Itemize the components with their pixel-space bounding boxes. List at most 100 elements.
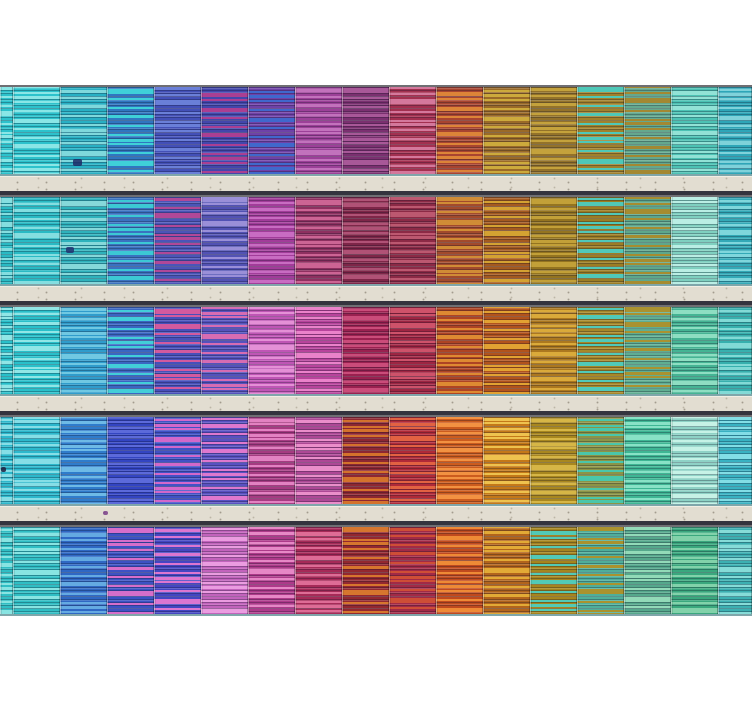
card-divider — [0, 176, 752, 195]
thread-color-segment — [671, 417, 718, 504]
thread-color-segment — [154, 87, 201, 174]
thread-color-segment — [342, 87, 389, 174]
thread-color-segment — [60, 87, 107, 174]
blemish-spot — [103, 511, 108, 515]
thread-color-segment — [671, 307, 718, 394]
blemish-spot — [73, 159, 82, 166]
thread-color-segment — [107, 307, 154, 394]
thread-color-segment — [436, 307, 483, 394]
thread-color-segment — [154, 527, 201, 614]
thread-color-segment — [295, 87, 342, 174]
thread-color-segment — [342, 307, 389, 394]
thread-color-segment — [107, 527, 154, 614]
thread-color-segment — [0, 197, 13, 284]
thread-color-segment — [624, 417, 671, 504]
thread-color-segment — [13, 197, 60, 284]
thread-color-segment — [60, 307, 107, 394]
thread-color-segment — [342, 197, 389, 284]
thread-color-segment — [201, 527, 248, 614]
thread-color-segment — [248, 197, 295, 284]
thread-color-segment — [624, 197, 671, 284]
thread-color-segment — [483, 307, 530, 394]
thread-color-segment — [483, 197, 530, 284]
thread-color-segment — [248, 527, 295, 614]
thread-color-segment — [577, 527, 624, 614]
thread-color-segment — [436, 197, 483, 284]
thread-color-segment — [530, 527, 577, 614]
thread-color-segment — [248, 87, 295, 174]
thread-color-segment — [0, 417, 13, 504]
thread-color-segment — [107, 417, 154, 504]
thread-color-segment — [718, 87, 752, 174]
thread-color-segment — [295, 197, 342, 284]
thread-color-segment — [624, 87, 671, 174]
thread-color-segment — [154, 197, 201, 284]
thread-color-segment — [60, 527, 107, 614]
thread-color-segment — [436, 417, 483, 504]
sample-card-row-2 — [0, 195, 752, 286]
card-divider — [0, 396, 752, 415]
thread-color-segment — [13, 87, 60, 174]
thread-color-segment — [530, 87, 577, 174]
thread-color-segment — [201, 307, 248, 394]
thread-color-segment — [718, 417, 752, 504]
thread-color-segment — [295, 527, 342, 614]
thread-color-segment — [0, 527, 13, 614]
thread-color-segment — [530, 197, 577, 284]
card-divider — [0, 286, 752, 305]
sample-card-row-5 — [0, 525, 752, 616]
thread-color-segment — [483, 87, 530, 174]
thread-color-segment — [107, 197, 154, 284]
thread-color-segment — [483, 417, 530, 504]
thread-color-segment — [389, 197, 436, 284]
thread-color-segment — [154, 417, 201, 504]
thread-color-segment — [671, 87, 718, 174]
thread-color-segment — [201, 197, 248, 284]
thread-color-segment — [577, 307, 624, 394]
sample-card-row-1 — [0, 85, 752, 176]
thread-color-segment — [436, 527, 483, 614]
thread-color-segment — [154, 307, 201, 394]
card-divider — [0, 506, 752, 525]
thread-color-segment — [389, 417, 436, 504]
thread-color-segment — [0, 307, 13, 394]
thread-color-segment — [483, 527, 530, 614]
thread-color-segment — [577, 87, 624, 174]
thread-color-segment — [295, 417, 342, 504]
thread-color-segment — [718, 527, 752, 614]
thread-color-segment — [13, 417, 60, 504]
thread-color-segment — [530, 307, 577, 394]
thread-color-segment — [389, 307, 436, 394]
thread-color-segment — [577, 197, 624, 284]
blemish-spot — [66, 247, 74, 253]
thread-color-segment — [530, 417, 577, 504]
thread-color-segment — [436, 87, 483, 174]
thread-color-segment — [295, 307, 342, 394]
thread-color-segment — [342, 417, 389, 504]
thread-color-segment — [248, 417, 295, 504]
thread-color-segment — [671, 197, 718, 284]
thread-color-segment — [201, 417, 248, 504]
thread-color-segment — [577, 417, 624, 504]
thread-color-segment — [718, 197, 752, 284]
thread-sample-color-chart-photo — [0, 85, 752, 616]
thread-color-segment — [248, 307, 295, 394]
thread-color-segment — [342, 527, 389, 614]
thread-color-segment — [624, 527, 671, 614]
thread-color-segment — [718, 307, 752, 394]
thread-color-segment — [60, 417, 107, 504]
thread-color-segment — [671, 527, 718, 614]
thread-color-segment — [13, 307, 60, 394]
thread-color-segment — [389, 87, 436, 174]
thread-color-segment — [13, 527, 60, 614]
thread-color-segment — [389, 527, 436, 614]
thread-color-segment — [201, 87, 248, 174]
thread-color-segment — [0, 87, 13, 174]
thread-color-segment — [107, 87, 154, 174]
blemish-spot — [1, 467, 6, 472]
thread-color-segment — [624, 307, 671, 394]
thread-color-segment — [60, 197, 107, 284]
sample-card-row-4 — [0, 415, 752, 506]
sample-card-row-3 — [0, 305, 752, 396]
